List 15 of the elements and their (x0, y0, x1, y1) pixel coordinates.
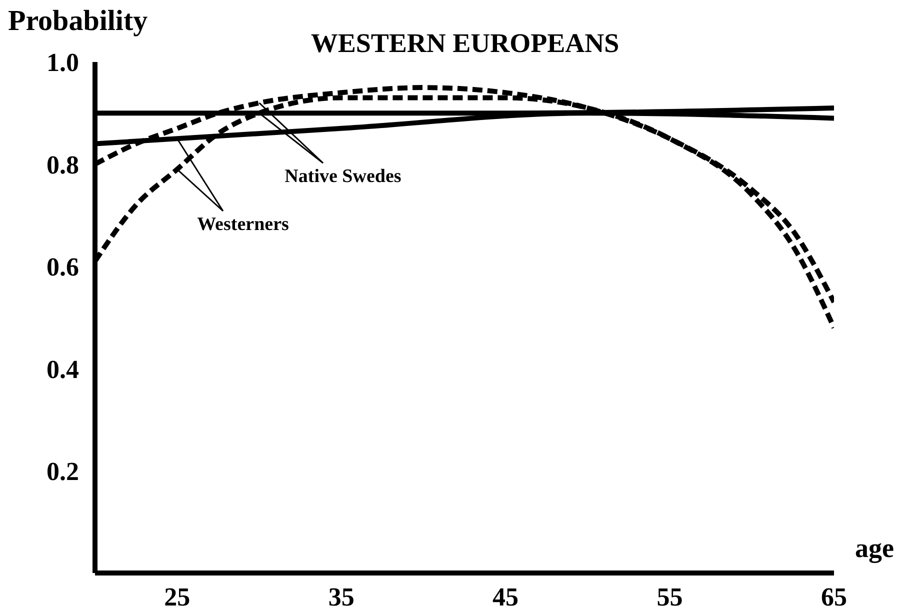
annotation: Westerners (197, 214, 289, 235)
y-axis-title: Probability (8, 5, 148, 37)
x-tick-label: 25 (164, 582, 190, 612)
y-tick-label: 0.2 (46, 457, 79, 486)
x-tick-label: 45 (492, 582, 519, 612)
x-tick-label: 35 (328, 582, 354, 612)
annotation: Native Swedes (284, 166, 402, 187)
x-tick-label: 55 (656, 582, 683, 612)
y-tick-label: 1.0 (46, 48, 79, 78)
y-tick-label: 0.4 (46, 354, 79, 384)
y-tick-label: 0.6 (46, 252, 79, 282)
chart-title: WESTERN EUROPEANS (310, 28, 620, 58)
x-tick-label: 65 (821, 582, 847, 612)
x-axis-title: age (855, 533, 894, 563)
y-tick-label: 0.8 (46, 150, 79, 180)
